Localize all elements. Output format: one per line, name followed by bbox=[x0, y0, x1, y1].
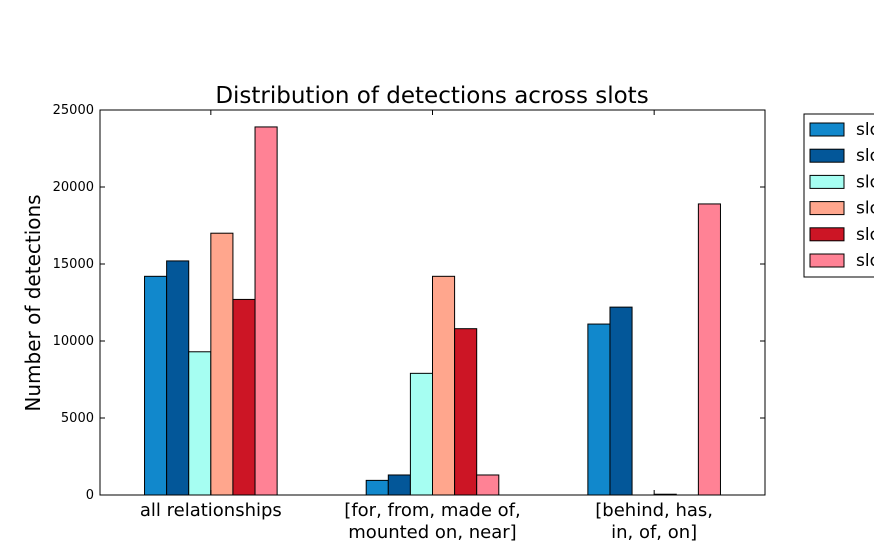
legend-swatch-5 bbox=[809, 227, 845, 242]
plot-frame bbox=[99, 109, 766, 496]
chart-title: Distribution of detections across slots bbox=[215, 83, 648, 109]
x-tick-label-0: all relationships bbox=[140, 500, 282, 521]
y-axis-label: Number of detections bbox=[21, 194, 45, 411]
bar-series-1-cat-2 bbox=[365, 479, 389, 496]
bar-series-3-cat-1 bbox=[188, 351, 212, 496]
x-tick-label-line: all relationships bbox=[140, 500, 282, 521]
bar-series-4-cat-2 bbox=[432, 275, 456, 496]
bar-series-4-cat-1 bbox=[210, 232, 234, 496]
x-tick-label-line: [for, from, made of, bbox=[344, 500, 520, 521]
bars-layer bbox=[144, 126, 721, 496]
legend-swatch-6 bbox=[809, 253, 845, 268]
bar-series-6-cat-1 bbox=[254, 126, 278, 496]
legend-label-2: slo bbox=[856, 146, 874, 166]
bar-series-3-cat-2 bbox=[409, 372, 433, 496]
y-axis: 0 5000 10000 15000 20000 25000 bbox=[53, 103, 765, 503]
y-tick-label-1: 5000 bbox=[61, 411, 94, 426]
bar-series-2-cat-2 bbox=[387, 474, 411, 496]
bar-series-6-cat-2 bbox=[476, 474, 500, 496]
legend-swatch-3 bbox=[809, 174, 845, 189]
legend-swatch-2 bbox=[809, 148, 845, 163]
y-tick-label-2: 10000 bbox=[53, 334, 94, 349]
legend-swatch-1 bbox=[809, 122, 845, 137]
bar-series-2-cat-1 bbox=[166, 260, 190, 496]
x-tick-label-2: [behind, has, in, of, on] bbox=[595, 500, 713, 543]
legend: slo slo slo slo slo slo bbox=[803, 113, 874, 278]
x-tick-label-line: mounted on, near] bbox=[348, 522, 516, 543]
legend-label-4: slo bbox=[856, 199, 874, 219]
bar-series-1-cat-1 bbox=[144, 275, 168, 496]
bar-series-5-cat-1 bbox=[232, 298, 256, 496]
legend-frame bbox=[803, 113, 874, 278]
x-tick-label-line: [behind, has, bbox=[595, 500, 713, 521]
legend-swatch-4 bbox=[809, 201, 845, 216]
x-tick-label-line: in, of, on] bbox=[611, 522, 697, 543]
bar-series-6-cat-3 bbox=[697, 203, 721, 496]
y-tick-label-4: 20000 bbox=[53, 180, 94, 195]
y-tick-label-0: 0 bbox=[86, 488, 94, 503]
legend-label-6: slo bbox=[856, 251, 874, 271]
x-axis: all relationships [for, from, made of, mou… bbox=[140, 110, 713, 543]
legend-label-3: slo bbox=[856, 172, 874, 192]
bar-series-1-cat-3 bbox=[587, 323, 611, 496]
legend-label-5: slo bbox=[856, 225, 874, 245]
bar-series-5-cat-2 bbox=[454, 328, 478, 496]
x-tick-label-1: [for, from, made of, mounted on, near] bbox=[344, 500, 520, 543]
y-tick-label-5: 25000 bbox=[53, 103, 94, 118]
y-tick-label-3: 15000 bbox=[53, 257, 94, 272]
bar-series-2-cat-3 bbox=[609, 306, 633, 496]
legend-label-1: slo bbox=[856, 120, 874, 140]
